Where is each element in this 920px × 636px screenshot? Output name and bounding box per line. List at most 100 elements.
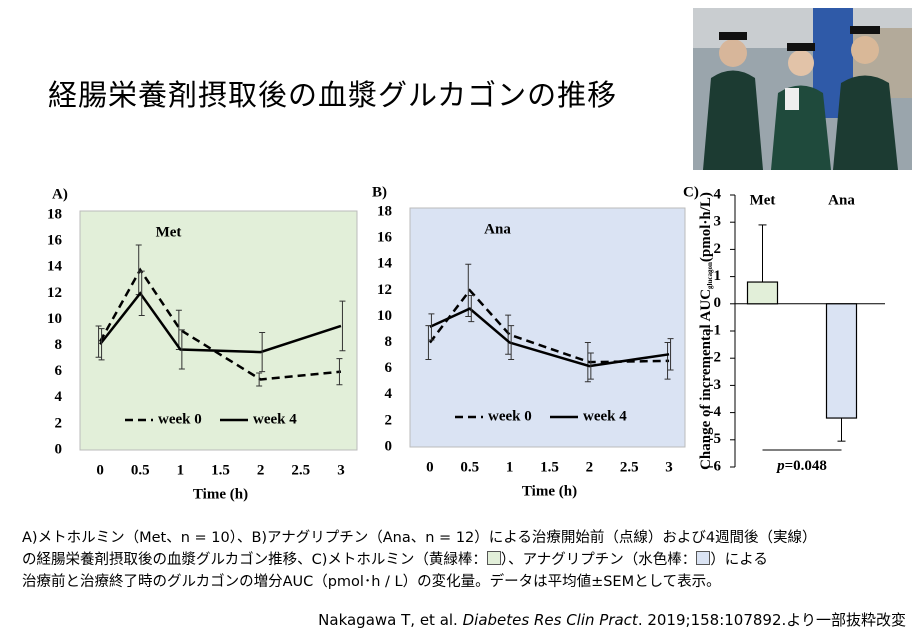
y-tick-label: 8 <box>385 334 393 350</box>
y-tick-label: 4 <box>714 186 722 202</box>
y-tick-label: -3 <box>709 377 722 393</box>
y-tick-label: -1 <box>709 322 722 338</box>
y-tick-label: 1 <box>714 268 722 284</box>
error-bar <box>508 325 515 361</box>
y-tick-label: 10 <box>47 311 62 327</box>
y-tick-label: 12 <box>47 285 62 301</box>
y-tick-label: -6 <box>709 458 722 474</box>
y-tick-label: 14 <box>47 259 63 275</box>
annotation: p=0.048 <box>775 458 827 474</box>
error-bar <box>428 313 435 341</box>
y-tick-label: 12 <box>377 282 392 298</box>
y-tick-label: 18 <box>377 203 392 219</box>
y-tick-label: 6 <box>55 363 63 379</box>
x-tick-label: 3 <box>337 462 345 478</box>
series-line <box>99 291 342 354</box>
category-label: Met <box>750 192 776 208</box>
x-axis-label: Time (h) <box>193 486 248 502</box>
error-bar <box>178 329 185 370</box>
y-tick-label: 0 <box>55 441 63 457</box>
bar <box>746 281 779 305</box>
y-tick-label: 8 <box>55 337 63 353</box>
citation-text: . 2019;158:107892.より一部抜粋改変 <box>637 611 906 629</box>
error-bar <box>587 352 594 380</box>
legend-label: week 4 <box>253 411 297 427</box>
x-tick-label: 2.5 <box>291 462 310 478</box>
legend-label: week 0 <box>488 408 532 424</box>
citation-text: Nakagawa T, et al. <box>318 611 463 629</box>
x-tick-label: 0.5 <box>131 462 150 478</box>
y-tick-label: 0 <box>714 295 722 311</box>
caption-text: ）、アナグリプチン（水色棒： <box>500 552 697 568</box>
plot-background <box>409 207 686 448</box>
y-tick-label: -5 <box>709 431 722 447</box>
legend-icon <box>696 551 711 565</box>
caption-line: A)メトホルミン（Met、n = 10）、B)アナグリプチン（Ana、n = 1… <box>22 530 817 546</box>
x-tick-label: 0 <box>426 459 434 475</box>
panel-label: C) <box>683 184 699 200</box>
x-tick-label: 1 <box>177 462 185 478</box>
error-bar <box>339 300 346 352</box>
panel-label: B) <box>372 184 387 200</box>
y-tick-label: -4 <box>709 404 722 420</box>
caption-line: 治療前と治療終了時のグルカゴンの増分AUC（pmol･h / L）の変化量。デー… <box>22 574 721 590</box>
category-label: Ana <box>828 192 855 208</box>
legend-icon <box>486 551 501 565</box>
caption: A)メトホルミン（Met、n = 10）、B)アナグリプチン（Ana、n = 1… <box>22 527 817 593</box>
error-bar <box>256 372 263 387</box>
error-bar <box>259 332 266 373</box>
caption-line: の経腸栄養剤摂取後の血漿グルカゴン推移、C)メトホルミン（黄緑棒： ）、アナグリプ… <box>22 549 817 571</box>
error-bar <box>336 358 343 386</box>
x-axis-label: Time (h) <box>522 483 577 499</box>
photo <box>693 8 912 170</box>
x-tick-label: 1.5 <box>540 459 559 475</box>
panel-title: Met <box>156 224 182 240</box>
y-tick-label: 0 <box>385 438 393 454</box>
x-tick-label: 3 <box>665 459 673 475</box>
error-bar <box>667 338 674 371</box>
y-tick-label: 10 <box>377 308 392 324</box>
error-bar <box>95 325 102 358</box>
plot-background <box>79 210 358 451</box>
y-axis-label-part: Change of incremental AUC <box>698 289 714 470</box>
annotation-value: =0.048 <box>785 458 827 474</box>
y-tick-label: 14 <box>377 256 393 272</box>
error-bar <box>138 270 145 317</box>
y-tick-label: 4 <box>55 389 63 405</box>
x-tick-label: 0 <box>96 462 104 478</box>
journal: Diabetes Res Clin Pract <box>462 611 638 629</box>
error-bar <box>98 328 105 361</box>
x-tick-label: 2.5 <box>620 459 639 475</box>
caption-text: の経腸栄養剤摂取後の血漿グルカゴン推移、C)メトホルミン（黄緑棒： <box>22 552 487 568</box>
error-bar <box>505 314 512 355</box>
panel-title: Ana <box>484 221 511 237</box>
y-tick-label: 6 <box>385 360 393 376</box>
y-tick-label: -2 <box>709 350 722 366</box>
x-tick-label: 1 <box>506 459 514 475</box>
error-bar <box>584 342 591 383</box>
y-tick-label: 16 <box>47 233 63 249</box>
y-tick-label: 2 <box>55 415 63 431</box>
x-tick-label: 2 <box>257 462 265 478</box>
y-tick-label: 4 <box>385 386 393 402</box>
y-tick-label: 16 <box>377 230 393 246</box>
panel-label: A) <box>52 186 68 202</box>
caption-text: ）による <box>710 552 768 568</box>
error-bar <box>664 342 671 380</box>
y-tick-label: 3 <box>714 214 722 230</box>
series-line <box>98 267 342 381</box>
legend-label: week 4 <box>583 408 627 424</box>
series-line <box>429 307 670 368</box>
citation: Nakagawa T, et al. Diabetes Res Clin Pra… <box>318 609 906 630</box>
slide-title: 経腸栄養剤摂取後の血漿グルカゴンの推移 <box>48 78 618 112</box>
error-bar <box>468 295 475 323</box>
y-tick-label: 2 <box>714 241 722 257</box>
y-axis-label-sub: glucagon <box>706 262 714 289</box>
y-tick-label: 2 <box>385 412 393 428</box>
y-axis-label: Change of incremental AUCglucagon(pmol·h… <box>698 192 714 470</box>
annotation-p: p <box>775 458 785 474</box>
x-tick-label: 0.5 <box>460 459 479 475</box>
error-bar <box>465 263 472 317</box>
